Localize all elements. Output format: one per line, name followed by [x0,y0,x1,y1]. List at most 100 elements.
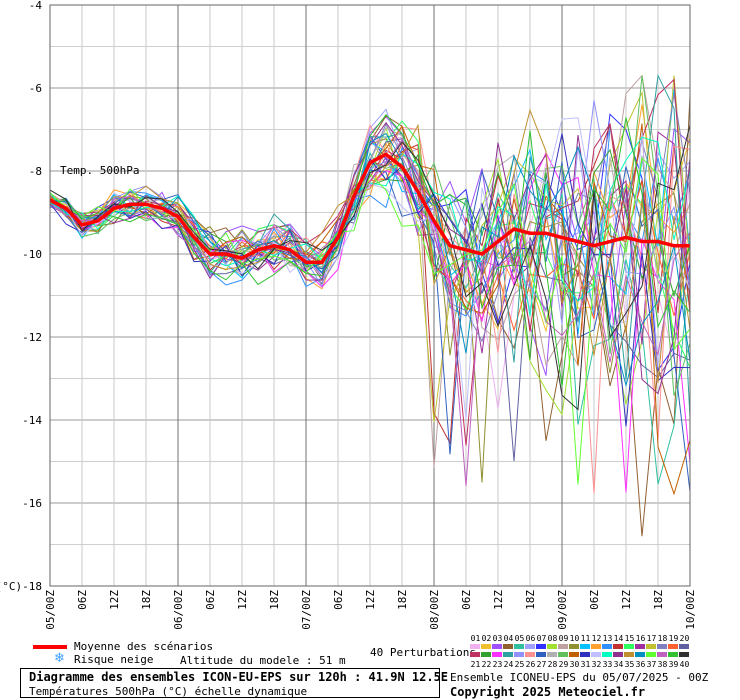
member-color-swatch [613,652,623,657]
x-tick-label: 06Z [76,590,89,610]
x-tick-label: 12Z [108,590,121,610]
member-number: 03 [492,634,503,643]
member-color-swatch [470,652,480,657]
x-tick-label: 09/00Z [556,590,569,630]
member-color-swatch [536,652,546,657]
member-number: 20 [679,634,690,643]
x-tick-label: 06Z [460,590,473,610]
member-number: 30 [569,660,580,669]
member-color-swatch [569,644,579,649]
member-number: 29 [558,660,569,669]
member-color-swatch [591,652,601,657]
member-color-swatch [624,644,634,649]
ensemble-member-line [49,133,691,427]
member-number: 24 [503,660,514,669]
member-color-swatch [481,644,491,649]
ensemble-member-line [49,121,691,395]
y-tick-label: -4 [29,0,43,12]
snowflake-icon: ❄ [54,651,65,666]
member-number: 19 [668,634,679,643]
member-number: 27 [536,660,547,669]
member-color-swatch [558,644,568,649]
member-number: 09 [558,634,569,643]
x-tick-label: 06Z [332,590,345,610]
ensemble-member-line [49,138,691,486]
member-number: 10 [569,634,580,643]
member-number: 32 [591,660,602,669]
member-color-swatch [525,644,535,649]
x-tick-label: 18Z [140,590,153,610]
member-color-swatch [558,652,568,657]
member-color-swatch [580,644,590,649]
copyright: Copyright 2025 Meteociel.fr [450,685,646,699]
member-color-swatch [602,652,612,657]
ensemble-member-line [49,100,691,311]
member-color-swatch [624,652,634,657]
x-tick-label: 18Z [396,590,409,610]
x-tick-label: 12Z [492,590,505,610]
member-color-swatch [503,652,513,657]
member-color-swatch [635,644,645,649]
x-tick-label: 06Z [204,590,217,610]
y-axis-ticks: -4 -6 -8 -10 -12 -14 -16 (°C)-18 [0,0,42,593]
member-color-swatch [481,652,491,657]
member-color-swatch [492,644,502,649]
y-tick-label: -10 [22,248,42,261]
member-number: 13 [602,634,613,643]
member-number: 26 [525,660,536,669]
x-axis-ticks: 05/00Z 06Z 12Z 18Z 06/00Z 06Z 12Z 18Z 07/00Z 06Z 1… [44,590,697,630]
y-tick-label: -16 [22,497,42,510]
x-tick-label: 18Z [268,590,281,610]
member-color-swatch [657,644,667,649]
member-color-swatch [492,652,502,657]
member-color-swatch [635,652,645,657]
member-number: 16 [635,634,646,643]
member-color-swatch [503,644,513,649]
x-tick-label: 12Z [620,590,633,610]
member-color-swatch [679,652,689,657]
member-number: 14 [613,634,624,643]
member-number: 40 [679,660,690,669]
ensemble-member-line [49,108,691,383]
y-tick-label: (°C)-18 [0,580,42,593]
x-tick-label: 08/00Z [428,590,441,630]
diagram-title: Diagramme des ensembles ICON-EU-EPS sur … [29,670,449,684]
member-color-swatch [602,644,612,649]
member-number: 21 [470,660,481,669]
member-number: 18 [657,634,668,643]
x-tick-label: 05/00Z [44,590,57,630]
member-number: 38 [657,660,668,669]
member-number: 11 [580,634,591,643]
ensemble-member-line [49,124,691,411]
perturbations-label: 40 Perturbations [370,646,476,659]
altitude-label: Altitude du modele : 51 m [180,654,346,667]
footer-title-box: Diagramme des ensembles ICON-EU-EPS sur … [20,668,448,698]
member-number: 39 [668,660,679,669]
y-tick-label: -14 [22,414,42,427]
member-color-swatch [646,644,656,649]
member-color-swatch [668,652,678,657]
member-number: 35 [624,660,635,669]
member-number: 22 [481,660,492,669]
member-number: 01 [470,634,481,643]
legend-snow-label: Risque neige [74,653,154,666]
legend-mean-swatch [33,645,67,649]
member-color-swatch [569,652,579,657]
ensemble-member-line [49,132,691,388]
member-color-swatch [591,644,601,649]
y-tick-label: -8 [29,165,42,178]
x-tick-label: 10/00Z [684,590,697,630]
x-tick-label: 18Z [524,590,537,610]
member-number: 28 [547,660,558,669]
member-color-swatch [547,652,557,657]
ensemble-member-line [49,114,691,387]
ensemble-member-line [49,117,691,420]
member-number: 08 [547,634,558,643]
chart-grid [49,4,691,587]
diagram-subtitle: Températures 500hPa (°C) échelle dynamiq… [29,685,308,698]
x-tick-label: 18Z [652,590,665,610]
member-number: 36 [635,660,646,669]
ensemble-info: Ensemble ICONEU-EPS du 05/07/2025 - 00Z [450,671,709,684]
chart-title: Temp. 500hPa [60,164,139,177]
